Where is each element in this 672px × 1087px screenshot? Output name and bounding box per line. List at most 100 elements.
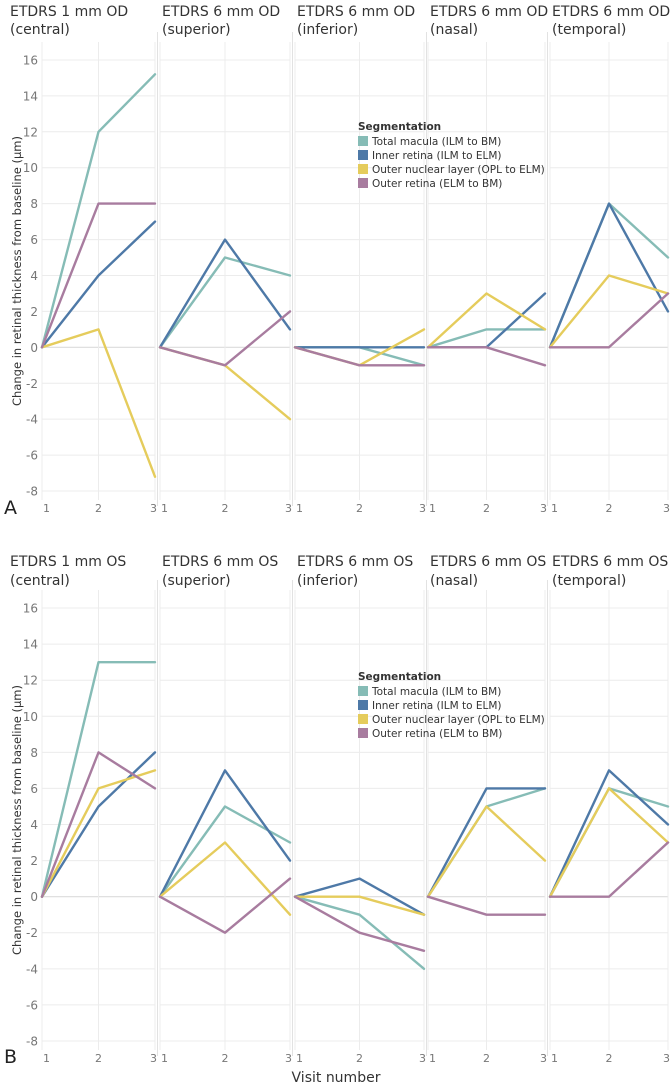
series-line-outer-nuclear [426,805,547,898]
subplot-title: ETDRS 6 mm OD [552,4,670,20]
subplot-temporal: ETDRS 6 mm OD (temporal) 1 2 3 [548,4,670,515]
y-tick-label: -2 [26,926,38,940]
x-tick-label: 2 [606,502,613,515]
x-tick-label: 1 [429,1052,436,1065]
series-line-outer-retina [40,751,157,898]
x-tick-label: 3 [150,502,157,515]
y-tick-label: 6 [30,233,38,247]
subplot-title: ETDRS 1 mm OD [10,4,128,20]
y-axis-label: Change in retinal thickness from baselin… [10,136,24,406]
x-tick-label: 1 [43,502,50,515]
x-tick-label: 2 [95,1052,102,1065]
y-tick-label: 6 [30,782,38,796]
y-tick-label: -8 [26,485,38,499]
legend-entry: Inner retina (ILM to ELM) [372,150,502,162]
subplot-subtitle: (inferior) [297,22,358,38]
legend-entry: Outer nuclear layer (OPL to ELM) [372,164,545,176]
series-line-total-macula [158,256,292,349]
x-tick-label: 3 [285,1052,292,1065]
x-tick-label: 2 [483,1052,490,1065]
y-tick-label: 0 [30,890,38,904]
subplot-title: ETDRS 6 mm OD [430,4,548,20]
panel-letter: A [4,497,17,519]
x-tick-label: 3 [150,1052,157,1065]
subplot-superior: ETDRS 6 mm OS (superior) 1 2 3 [158,554,293,1065]
series-line-total-macula [293,895,426,970]
series-line-outer-retina [158,877,292,934]
x-tick-label: 2 [95,502,102,515]
subplot-subtitle: (superior) [162,22,231,38]
x-tick-label: 2 [356,502,363,515]
series-line-inner-retina [548,769,670,898]
subplot-superior: ETDRS 6 mm OD (superior) 1 2 3 [158,4,293,515]
y-tick-label: 12 [23,674,38,688]
y-tick-label: 2 [30,305,38,319]
subplot-title: ETDRS 6 mm OS [430,554,546,570]
x-tick-label: 1 [551,502,558,515]
legend: Segmentation Total macula (ILM to BM) Inne… [358,121,545,190]
y-tick-label: -6 [26,998,38,1012]
x-tick-label: 3 [419,502,426,515]
panel-letter: B [4,1046,17,1068]
y-tick-label: 10 [23,161,38,175]
subplot-title: ETDRS 6 mm OD [297,4,415,20]
x-tick-label: 2 [222,1052,229,1065]
x-tick-label: 3 [540,1052,547,1065]
series-line-outer-nuclear [293,895,426,916]
series-line-total-macula [40,661,157,898]
y-tick-label: 16 [23,53,38,67]
series-line-outer-nuclear [548,274,670,349]
x-tick-label: 3 [663,502,670,515]
x-tick-label: 3 [285,502,292,515]
legend-entry: Outer retina (ELM to BM) [372,178,502,190]
x-tick-label: 1 [161,502,168,515]
y-tick-label: 2 [30,854,38,868]
legend-title: Segmentation [358,671,441,683]
x-tick-label: 2 [222,502,229,515]
subplot-subtitle: (temporal) [552,22,626,38]
subplot-title: ETDRS 1 mm OS [10,554,126,570]
series-line-inner-retina [158,238,292,349]
subplot-subtitle: (superior) [162,573,231,589]
series-line-outer-retina [158,310,292,367]
subplot-central: ETDRS 1 mm OS(central)1 2 3 [10,554,158,1065]
subplot-inferior: ETDRS 6 mm OD (inferior) 1 2 3 [293,4,427,515]
series-line-outer-retina [40,202,157,349]
y-tick-label: 8 [30,746,38,760]
subplot-central: ETDRS 1 mm OD(central)1 2 3 [10,4,158,515]
series-line-outer-retina [293,895,426,952]
subplot-subtitle: (nasal) [430,573,478,589]
series-line-inner-retina [158,769,292,898]
panel-a: A Change in retinal thickness from baseli… [4,4,670,519]
legend-swatch [358,686,368,696]
x-tick-label: 2 [356,1052,363,1065]
legend-swatch [358,150,368,160]
subplot-temporal: ETDRS 6 mm OS (temporal) 1 2 3 [548,554,670,1065]
legend-swatch [358,164,368,174]
legend-entry: Total macula (ILM to BM) [371,136,501,148]
legend-entry: Outer retina (ELM to BM) [372,728,502,740]
series-line-total-macula [426,328,547,349]
subplot-subtitle: (nasal) [430,22,478,38]
y-tick-label: 4 [30,818,38,832]
series-line-inner-retina [293,877,426,916]
y-tick-label: 14 [23,89,38,103]
series-line-outer-retina [426,346,547,367]
legend-entry: Inner retina (ILM to ELM) [372,700,502,712]
y-axis-label: Change in retinal thickness from baselin… [10,685,24,955]
series-line-inner-retina [40,220,157,349]
subplot-title: ETDRS 6 mm OS [162,554,278,570]
subplot-nasal: ETDRS 6 mm OS (nasal) 1 2 3 [426,554,548,1065]
x-tick-label: 3 [419,1052,426,1065]
y-tick-label: -4 [26,413,38,427]
y-tick-label: 16 [23,602,38,616]
y-tick-label: 12 [23,125,38,139]
x-tick-label: 2 [483,502,490,515]
legend: Segmentation Total macula (ILM to BM) Inne… [358,671,545,740]
series-line-outer-nuclear [158,841,292,916]
subplot-subtitle: (central) [10,22,70,38]
subplot-title: ETDRS 6 mm OS [297,554,413,570]
series-line-outer-retina [426,895,547,916]
x-tick-label: 1 [161,1052,168,1065]
